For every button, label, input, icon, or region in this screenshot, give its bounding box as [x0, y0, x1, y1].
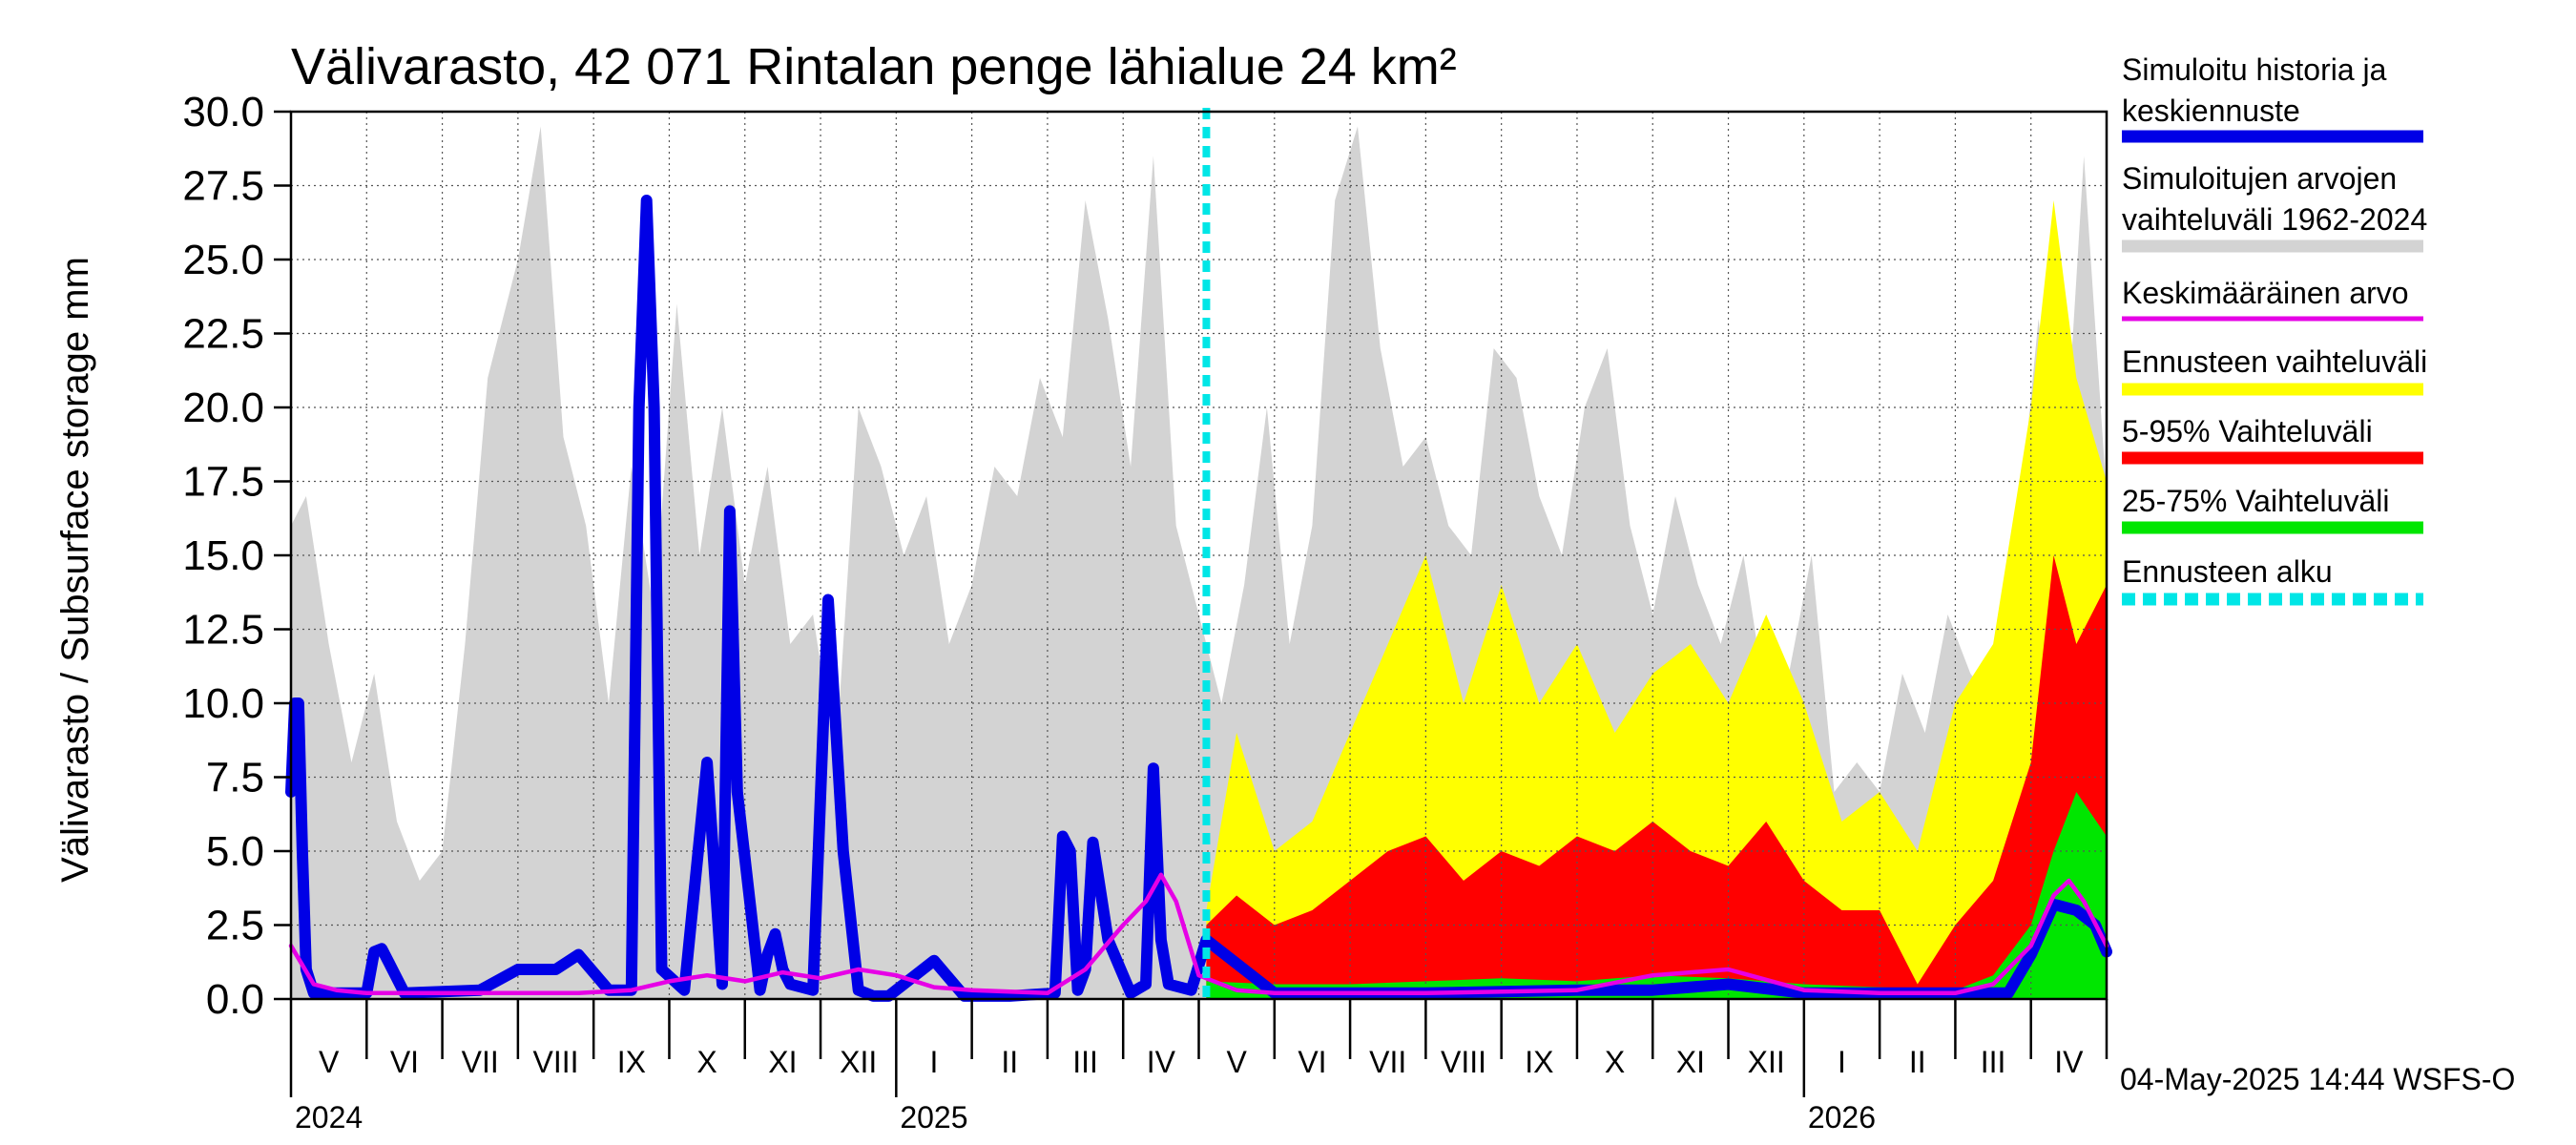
legend-label-2-0: Keskimääräinen arvo [2122, 276, 2409, 310]
x-month-label-20: I [1838, 1045, 1846, 1079]
x-month-label-22: III [1981, 1045, 2006, 1079]
x-month-label-10: III [1072, 1045, 1098, 1079]
y-tick-label-4: 10.0 [182, 680, 264, 727]
x-month-label-15: VIII [1441, 1045, 1486, 1079]
y-tick-label-6: 15.0 [182, 532, 264, 579]
y-axis-label: Välivarasto / Subsurface storage mm [54, 257, 96, 883]
legend: Simuloitu historia ja keskiennuste Simuloi… [2122, 52, 2427, 606]
y-tick-label-11: 27.5 [182, 163, 264, 210]
chart-title: Välivarasto, 42 071 Rintalan penge lähia… [291, 38, 1457, 95]
y-axis-ticks: 0.0 2.5 5.0 7.5 10.0 12.5 15.0 17.5 20.0 22.5 25.0… [182, 89, 291, 1023]
x-year-label-2026: 2026 [1808, 1100, 1876, 1135]
x-month-label-23: IV [2054, 1045, 2084, 1079]
y-tick-label-2: 5.0 [206, 828, 264, 875]
y-tick-label-0: 0.0 [206, 976, 264, 1023]
x-month-label-21: II [1909, 1045, 1926, 1079]
legend-label-1-0: Simuloitujen arvojen [2122, 161, 2397, 196]
legend-label-6-0: Ennusteen alku [2122, 554, 2333, 589]
x-month-label-19: XII [1748, 1045, 1785, 1079]
legend-label-3-0: Ennusteen vaihteluväli [2122, 344, 2427, 379]
x-axis: V VI VII VIII IX X XI XII I II III IV V VI VII VIII IX X X… [289, 999, 2109, 1135]
x-month-label-7: XII [840, 1045, 877, 1079]
x-month-label-13: VI [1298, 1045, 1326, 1079]
x-month-label-18: XI [1676, 1045, 1705, 1079]
x-month-label-4: IX [617, 1045, 646, 1079]
y-tick-label-9: 22.5 [182, 311, 264, 358]
legend-label-4-0: 5-95% Vaihteluväli [2122, 414, 2373, 448]
y-tick-label-7: 17.5 [182, 459, 264, 506]
x-month-label-3: VIII [533, 1045, 579, 1079]
range-band-5-95-vaihteluv-li [1206, 555, 2107, 999]
legend-label-1-1: vaihteluväli 1962-2024 [2122, 202, 2427, 237]
legend-label-5-0: 25-75% Vaihteluväli [2122, 484, 2389, 518]
x-year-label-2024: 2024 [295, 1100, 363, 1135]
x-month-label-12: V [1226, 1045, 1247, 1079]
x-month-label-11: IV [1147, 1045, 1176, 1079]
series-line-keskim-r-inen-arvo [288, 872, 2109, 996]
y-tick-label-1: 2.5 [206, 903, 264, 949]
series-layer [285, 195, 2112, 1002]
x-month-label-2: VII [462, 1045, 499, 1079]
x-month-label-16: IX [1525, 1045, 1553, 1079]
x-month-label-0: V [319, 1045, 340, 1079]
footer-timestamp: 04-May-2025 14:44 WSFS-O [2120, 1062, 2515, 1096]
x-month-label-5: X [696, 1045, 717, 1079]
range-band-ennusteen-vaihteluv-li [1206, 200, 2107, 999]
y-tick-label-8: 20.0 [182, 385, 264, 431]
x-month-label-14: VII [1369, 1045, 1406, 1079]
y-tick-label-10: 25.0 [182, 237, 264, 283]
x-month-label-17: X [1605, 1045, 1625, 1079]
legend-label-0-1: keskiennuste [2122, 94, 2300, 128]
x-month-label-8: I [930, 1045, 939, 1079]
x-month-label-1: VI [390, 1045, 419, 1079]
x-year-label-2025: 2025 [900, 1100, 967, 1135]
y-tick-label-12: 30.0 [182, 89, 264, 135]
y-tick-label-3: 7.5 [206, 755, 264, 802]
y-tick-label-5: 12.5 [182, 607, 264, 654]
x-month-label-6: XI [768, 1045, 797, 1079]
legend-label-0-0: Simuloitu historia ja [2122, 52, 2387, 87]
x-month-label-9: II [1001, 1045, 1018, 1079]
